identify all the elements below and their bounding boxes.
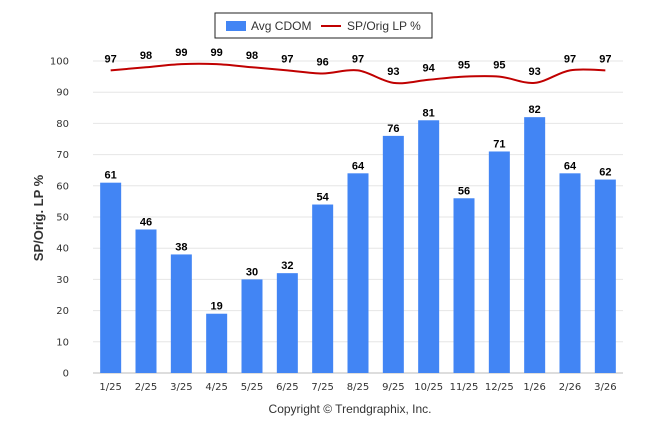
bar-value-label: 19 — [211, 301, 223, 313]
line-value-label: 97 — [599, 53, 611, 65]
y-tick-label: 50 — [56, 213, 69, 224]
y-tick-label: 10 — [56, 337, 69, 348]
legend-swatch-bar — [226, 21, 246, 31]
legend-label-line: SP/Orig LP % — [347, 19, 421, 33]
bar — [135, 229, 157, 373]
line-value-label: 97 — [564, 53, 576, 65]
line-value-label: 94 — [423, 63, 436, 75]
footer-copyright: Copyright © Trendgraphix, Inc. — [269, 402, 432, 416]
bar-labels: 61 46 38 19 30 32 54 64 76 81 56 71 82 64 62 — [105, 104, 612, 313]
bar-value-label: 61 — [105, 170, 117, 182]
bar — [382, 135, 404, 373]
line-series — [110, 62, 606, 85]
line-value-label: 95 — [493, 60, 505, 72]
line-value-label: 95 — [458, 60, 470, 72]
y-tick-label: 20 — [56, 306, 69, 317]
bar-value-label: 46 — [140, 216, 152, 228]
bar-value-label: 32 — [281, 260, 293, 272]
bar — [206, 313, 228, 373]
bar — [100, 182, 122, 373]
bar — [241, 279, 263, 373]
bar — [488, 151, 510, 373]
x-tick-label: 6/25 — [276, 382, 298, 393]
y-tick-label: 30 — [56, 275, 69, 286]
x-tick-label: 7/25 — [311, 382, 333, 393]
x-tick-label: 4/25 — [205, 382, 227, 393]
x-tick-label: 2/26 — [559, 382, 581, 393]
x-tick-label: 1/26 — [523, 382, 545, 393]
x-tick-label: 11/25 — [450, 382, 479, 393]
y-tick-label: 80 — [56, 119, 69, 130]
line-value-label: 97 — [105, 53, 117, 65]
x-tick-label: 1/25 — [99, 382, 121, 393]
y-tick-label: 40 — [56, 244, 69, 255]
bar — [312, 204, 334, 373]
legend-label-bar: Avg CDOM — [251, 19, 311, 33]
legend: Avg CDOM SP/Orig LP % — [214, 12, 433, 39]
y-tick-label: 0 — [63, 369, 69, 380]
line-value-label: 97 — [281, 53, 293, 65]
bar-value-label: 56 — [458, 185, 470, 197]
bars — [100, 117, 616, 373]
bar-value-label: 64 — [564, 160, 577, 172]
bar — [453, 198, 475, 373]
bar — [347, 173, 369, 373]
line-value-label: 98 — [246, 50, 258, 62]
line-value-label: 93 — [529, 66, 541, 78]
line-value-label: 97 — [352, 53, 364, 65]
line-value-label: 99 — [175, 47, 187, 59]
x-tick-label: 2/25 — [135, 382, 157, 393]
bar — [276, 273, 298, 373]
x-tick-label: 12/25 — [485, 382, 514, 393]
y-tick-label: 90 — [56, 88, 69, 99]
bar-value-label: 71 — [493, 138, 505, 150]
line-value-label: 99 — [211, 47, 223, 59]
bar — [594, 179, 616, 373]
bar — [170, 254, 192, 373]
bar-value-label: 38 — [175, 241, 187, 253]
bar-value-label: 64 — [352, 160, 365, 172]
bar — [418, 120, 440, 373]
line-value-label: 98 — [140, 50, 152, 62]
x-tick-label: 3/26 — [594, 382, 616, 393]
y-tick-label: 60 — [56, 181, 69, 192]
bar-value-label: 62 — [599, 167, 611, 179]
line-value-label: 93 — [387, 66, 399, 78]
x-tick-label: 10/25 — [414, 382, 443, 393]
y-tick-label: 70 — [56, 150, 69, 161]
x-tick-label: 8/25 — [347, 382, 369, 393]
bar-value-label: 82 — [529, 104, 541, 116]
y-tick-labels: 0 10 20 30 40 50 60 70 80 90 100 — [50, 57, 69, 380]
bar — [559, 173, 581, 373]
x-tick-labels: 1/25 2/25 3/25 4/25 5/25 6/25 7/25 8/25 9/25 10/2… — [99, 382, 616, 393]
line-labels: 97 98 99 99 98 97 96 97 93 94 95 95 93 97 97 — [105, 47, 612, 78]
bar — [524, 117, 546, 373]
bar-value-label: 76 — [387, 123, 399, 135]
y-axis-label: SP/Orig. LP % — [31, 174, 46, 261]
bar-value-label: 30 — [246, 266, 258, 278]
y-tick-label: 100 — [50, 57, 69, 68]
line-value-label: 96 — [317, 56, 329, 68]
x-tick-label: 9/25 — [382, 382, 404, 393]
bar-value-label: 54 — [317, 192, 330, 204]
bar-value-label: 81 — [423, 107, 435, 119]
x-tick-label: 3/25 — [170, 382, 192, 393]
x-tick-label: 5/25 — [241, 382, 263, 393]
